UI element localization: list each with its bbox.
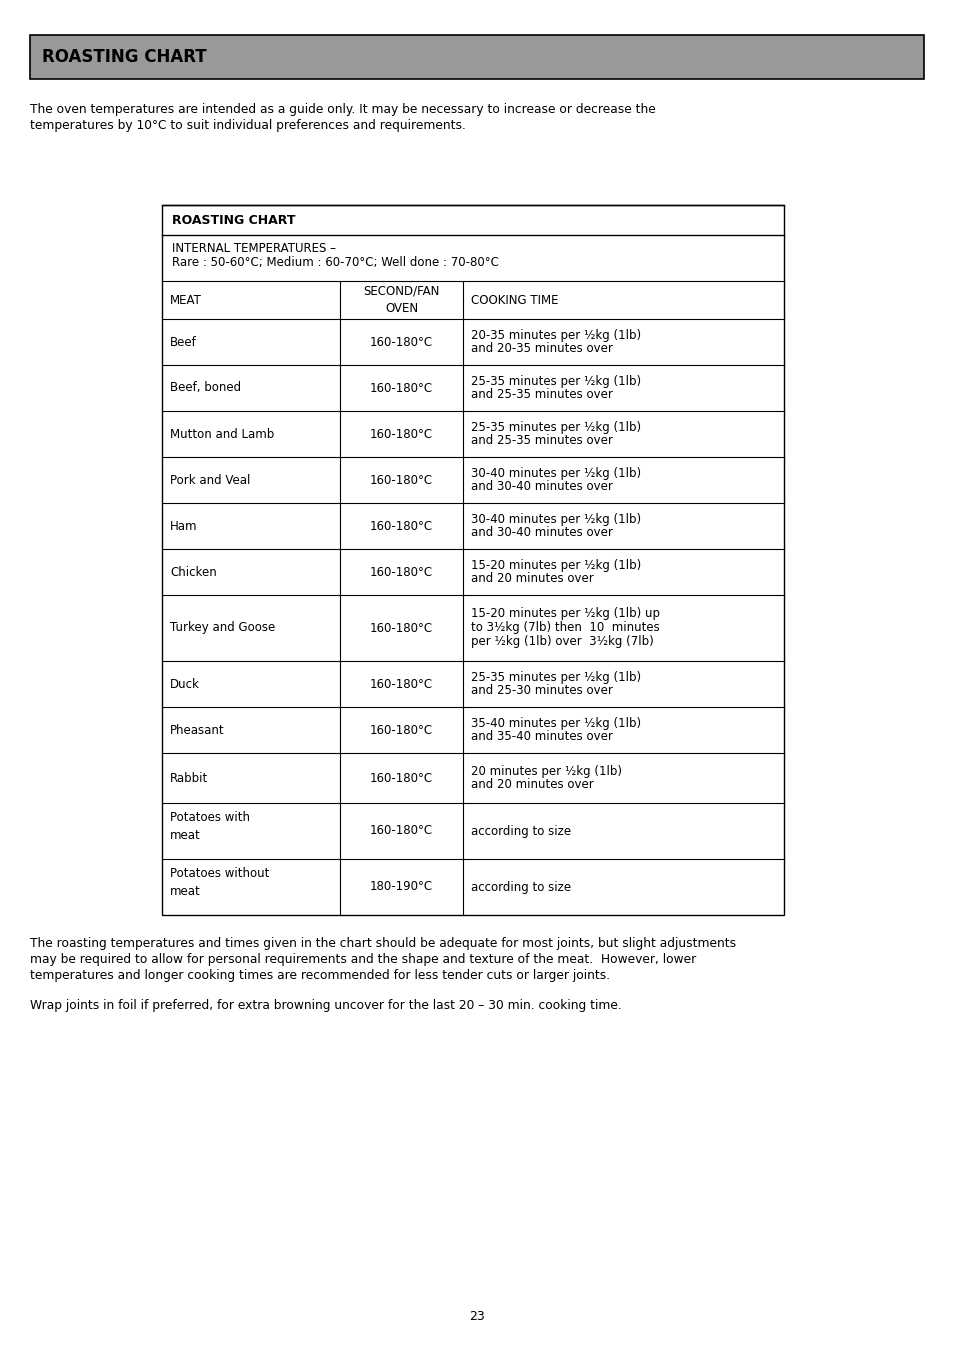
Text: 160-180°C: 160-180°C: [370, 621, 433, 635]
Text: Ham: Ham: [170, 520, 197, 532]
Text: 20-35 minutes per ½kg (1lb): 20-35 minutes per ½kg (1lb): [471, 328, 640, 342]
Text: 25-35 minutes per ½kg (1lb): 25-35 minutes per ½kg (1lb): [471, 670, 640, 684]
Text: 30-40 minutes per ½kg (1lb): 30-40 minutes per ½kg (1lb): [471, 466, 640, 480]
Text: 160-180°C: 160-180°C: [370, 335, 433, 349]
Text: 160-180°C: 160-180°C: [370, 771, 433, 785]
Text: Rare : 50-60°C; Medium : 60-70°C; Well done : 70-80°C: Rare : 50-60°C; Medium : 60-70°C; Well d…: [172, 255, 498, 269]
Text: 160-180°C: 160-180°C: [370, 473, 433, 486]
Text: Potatoes with
meat: Potatoes with meat: [170, 811, 250, 842]
Text: 15-20 minutes per ½kg (1lb) up: 15-20 minutes per ½kg (1lb) up: [471, 608, 659, 620]
Text: INTERNAL TEMPERATURES –: INTERNAL TEMPERATURES –: [172, 242, 335, 255]
Text: 35-40 minutes per ½kg (1lb): 35-40 minutes per ½kg (1lb): [471, 716, 640, 730]
Text: Beef, boned: Beef, boned: [170, 381, 241, 394]
Text: 160-180°C: 160-180°C: [370, 381, 433, 394]
Text: The oven temperatures are intended as a guide only. It may be necessary to incre: The oven temperatures are intended as a …: [30, 103, 655, 116]
Text: and 30-40 minutes over: and 30-40 minutes over: [471, 527, 612, 539]
Text: 160-180°C: 160-180°C: [370, 520, 433, 532]
Text: 15-20 minutes per ½kg (1lb): 15-20 minutes per ½kg (1lb): [471, 558, 640, 571]
Text: and 30-40 minutes over: and 30-40 minutes over: [471, 481, 612, 493]
Text: 160-180°C: 160-180°C: [370, 566, 433, 578]
Text: 25-35 minutes per ½kg (1lb): 25-35 minutes per ½kg (1lb): [471, 420, 640, 434]
Text: Pheasant: Pheasant: [170, 724, 224, 736]
Text: and 25-35 minutes over: and 25-35 minutes over: [471, 435, 612, 447]
Text: according to size: according to size: [471, 824, 571, 838]
Text: 30-40 minutes per ½kg (1lb): 30-40 minutes per ½kg (1lb): [471, 512, 640, 526]
Text: SECOND/FAN
OVEN: SECOND/FAN OVEN: [363, 285, 439, 315]
Bar: [162, 205, 783, 915]
Text: 25-35 minutes per ½kg (1lb): 25-35 minutes per ½kg (1lb): [471, 374, 640, 388]
Text: and 35-40 minutes over: and 35-40 minutes over: [471, 731, 612, 743]
Text: ROASTING CHART: ROASTING CHART: [172, 213, 295, 227]
Text: Chicken: Chicken: [170, 566, 216, 578]
Text: 180-190°C: 180-190°C: [370, 881, 433, 893]
Text: per ½kg (1lb) over  3½kg (7lb): per ½kg (1lb) over 3½kg (7lb): [471, 635, 653, 648]
Text: Pork and Veal: Pork and Veal: [170, 473, 250, 486]
Text: Mutton and Lamb: Mutton and Lamb: [170, 427, 274, 440]
Bar: [30, 35, 923, 78]
Text: 160-180°C: 160-180°C: [370, 724, 433, 736]
Text: Duck: Duck: [170, 677, 200, 690]
Text: 160-180°C: 160-180°C: [370, 824, 433, 838]
Text: to 3½kg (7lb) then  10  minutes: to 3½kg (7lb) then 10 minutes: [471, 621, 659, 635]
Text: temperatures by 10°C to suit individual preferences and requirements.: temperatures by 10°C to suit individual …: [30, 119, 465, 132]
Text: Beef: Beef: [170, 335, 196, 349]
Text: MEAT: MEAT: [170, 293, 202, 307]
Text: 20 minutes per ½kg (1lb): 20 minutes per ½kg (1lb): [471, 765, 621, 777]
Text: and 25-35 minutes over: and 25-35 minutes over: [471, 389, 612, 401]
Text: 160-180°C: 160-180°C: [370, 677, 433, 690]
Text: and 20-35 minutes over: and 20-35 minutes over: [471, 343, 612, 355]
Text: The roasting temperatures and times given in the chart should be adequate for mo: The roasting temperatures and times give…: [30, 938, 736, 950]
Text: 23: 23: [469, 1310, 484, 1323]
Text: Potatoes without
meat: Potatoes without meat: [170, 867, 269, 898]
Text: 160-180°C: 160-180°C: [370, 427, 433, 440]
Text: ROASTING CHART: ROASTING CHART: [42, 49, 207, 66]
Text: COOKING TIME: COOKING TIME: [471, 293, 558, 307]
Text: according to size: according to size: [471, 881, 571, 893]
Text: and 20 minutes over: and 20 minutes over: [471, 778, 593, 792]
Text: Wrap joints in foil if preferred, for extra browning uncover for the last 20 – 3: Wrap joints in foil if preferred, for ex…: [30, 998, 621, 1012]
Text: Turkey and Goose: Turkey and Goose: [170, 621, 275, 635]
Text: and 20 minutes over: and 20 minutes over: [471, 573, 593, 585]
Text: and 25-30 minutes over: and 25-30 minutes over: [471, 685, 612, 697]
Text: may be required to allow for personal requirements and the shape and texture of : may be required to allow for personal re…: [30, 952, 696, 966]
Text: Rabbit: Rabbit: [170, 771, 208, 785]
Text: temperatures and longer cooking times are recommended for less tender cuts or la: temperatures and longer cooking times ar…: [30, 969, 610, 982]
